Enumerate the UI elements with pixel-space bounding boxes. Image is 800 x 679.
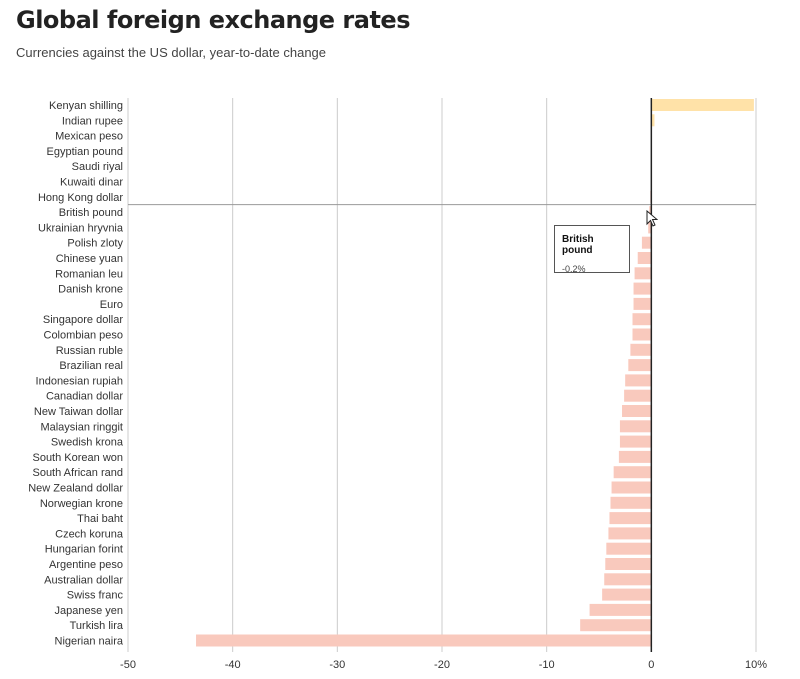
category-label: Malaysian ringgit <box>40 421 123 433</box>
category-label: Singapore dollar <box>43 314 123 326</box>
bar[interactable] <box>602 588 652 601</box>
bar[interactable] <box>625 374 652 387</box>
category-label: Kenyan shilling <box>49 100 123 112</box>
category-label: Hong Kong dollar <box>38 192 123 204</box>
category-label: Russian ruble <box>56 345 123 357</box>
x-tick-label: 10% <box>745 659 767 671</box>
bar[interactable] <box>613 466 652 479</box>
category-label: South African rand <box>32 467 123 479</box>
category-label: British pound <box>59 207 123 219</box>
category-label: Swiss franc <box>67 590 124 602</box>
category-label: Indonesian rupiah <box>36 375 123 387</box>
mouse-cursor-icon <box>646 210 658 227</box>
category-label: Canadian dollar <box>46 391 123 403</box>
bar[interactable] <box>606 542 652 555</box>
category-label: New Taiwan dollar <box>34 406 123 418</box>
bar[interactable] <box>619 420 652 433</box>
bar[interactable] <box>632 313 652 326</box>
x-tick-label: -20 <box>434 659 450 671</box>
category-label: Romanian leu <box>55 268 123 280</box>
bar[interactable] <box>634 267 652 280</box>
bar[interactable] <box>619 435 652 448</box>
hover-tooltip: British pound -0.2% <box>554 225 630 274</box>
category-label: Nigerian naira <box>55 636 124 648</box>
x-tick-label: -30 <box>329 659 345 671</box>
category-label: Swedish krona <box>51 437 124 449</box>
grid-layer <box>127 98 757 652</box>
category-label: Danish krone <box>58 284 123 296</box>
bar[interactable] <box>651 114 655 127</box>
bar[interactable] <box>196 634 652 647</box>
bar[interactable] <box>604 573 652 586</box>
bar-layer <box>196 99 754 647</box>
category-label: Czech koruna <box>55 528 124 540</box>
category-label: Indian rupee <box>62 115 123 127</box>
bar[interactable] <box>641 236 652 249</box>
bar[interactable] <box>632 328 652 341</box>
category-label: Hungarian forint <box>45 544 123 556</box>
bar[interactable] <box>633 297 652 310</box>
category-label: Mexican peso <box>55 131 123 143</box>
bar[interactable] <box>630 343 652 356</box>
chart-title: Global foreign exchange rates <box>16 6 411 34</box>
chart-subtitle: Currencies against the US dollar, year-t… <box>16 45 327 60</box>
x-tick-label: -40 <box>225 659 241 671</box>
bar[interactable] <box>608 527 652 540</box>
x-tick-label: -50 <box>120 659 136 671</box>
tooltip-value: -0.2% <box>562 264 586 274</box>
bar[interactable] <box>618 450 652 463</box>
bar[interactable] <box>589 603 652 616</box>
category-label: Brazilian real <box>59 360 123 372</box>
bar[interactable] <box>633 282 652 295</box>
category-label: Turkish lira <box>70 620 124 632</box>
bar[interactable] <box>648 221 652 234</box>
category-label: Euro <box>100 299 123 311</box>
category-label: Chinese yuan <box>56 253 123 265</box>
category-label: Argentine peso <box>49 559 123 571</box>
overlay-layer <box>128 98 756 652</box>
bar[interactable] <box>649 206 652 219</box>
category-label: New Zealand dollar <box>28 483 123 495</box>
category-label: Japanese yen <box>55 605 124 617</box>
bar[interactable] <box>580 619 652 632</box>
tooltip-title: British pound <box>562 234 594 256</box>
bar[interactable] <box>622 405 652 417</box>
category-label: Australian dollar <box>44 574 123 586</box>
x-tick-label: 0 <box>648 659 654 671</box>
bar[interactable] <box>611 481 652 494</box>
category-label: Egyptian pound <box>47 146 123 158</box>
bar[interactable] <box>609 512 652 525</box>
bar[interactable] <box>605 558 652 570</box>
bar[interactable] <box>651 99 754 111</box>
category-label: Colombian peso <box>44 330 124 342</box>
x-tick-label: -10 <box>539 659 555 671</box>
category-label: Ukrainian hryvnia <box>38 222 124 234</box>
bar[interactable] <box>624 389 652 402</box>
category-label: Thai baht <box>77 513 123 525</box>
tick-label-layer: -50 -40 -30 -20 -10 0 10% <box>120 659 767 671</box>
category-label: South Korean won <box>32 452 123 464</box>
category-label-layer: Kenyan shilling Indian rupee Mexican peso E… <box>28 100 124 648</box>
bar[interactable] <box>637 252 652 264</box>
category-label: Polish zloty <box>67 238 123 250</box>
bar[interactable] <box>610 496 652 509</box>
category-label: Saudi riyal <box>72 161 123 173</box>
category-label: Norwegian krone <box>40 498 123 510</box>
bar[interactable] <box>628 359 652 372</box>
category-label: Kuwaiti dinar <box>60 177 123 189</box>
